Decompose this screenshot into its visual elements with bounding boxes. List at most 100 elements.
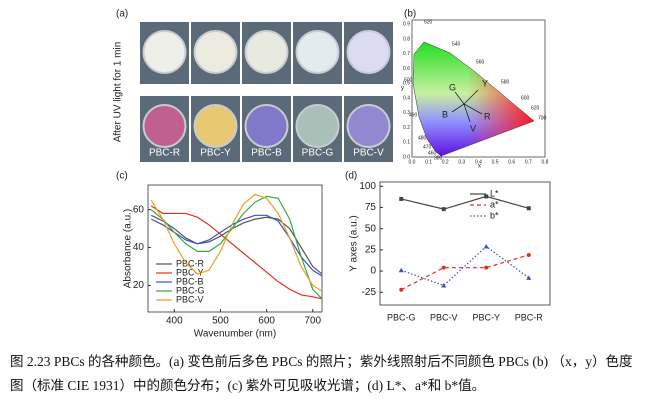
- wavelength-label: 460: [428, 150, 437, 156]
- legend-label: PBC-V: [176, 294, 204, 304]
- figure-caption: 图 2.23 PBCs 的各种颜色。(a) 变色前后多色 PBCs 的照片；紫外…: [10, 354, 633, 393]
- cie-point: Y: [482, 78, 488, 88]
- x-tick-label: 0.3: [458, 159, 465, 165]
- x-tick-label: 0.7: [525, 159, 532, 165]
- y-axis-label: Y axes (a.u.): [349, 215, 360, 272]
- x-tick-label: 0.6: [508, 159, 515, 165]
- series-line: [150, 205, 323, 300]
- series-line: [401, 195, 529, 210]
- series-line: [150, 195, 323, 300]
- x-tick-label: 400: [166, 316, 183, 327]
- y-tick-label: -25: [362, 287, 377, 298]
- y-tick-label: 0.0: [403, 154, 410, 160]
- wavelength-label: 500: [404, 77, 413, 83]
- y-tick-label: 0.6: [403, 66, 410, 72]
- x-tick-label: 700: [304, 316, 321, 327]
- y-tick-label: 0.5: [403, 81, 410, 87]
- panel-label: (b): [404, 9, 416, 20]
- wavelength-label: 620: [531, 105, 540, 111]
- data-point: [441, 265, 446, 270]
- figure: (a) (b) (c) (d) After UV light for 1 min…: [113, 9, 551, 340]
- legend-label: PBC-R: [176, 258, 205, 268]
- photo-sample: [346, 104, 391, 148]
- y-tick-label: 50: [365, 223, 377, 234]
- photo-sample: [244, 30, 289, 74]
- wavelength-label: 470: [423, 144, 432, 150]
- photo-sample: [193, 30, 238, 74]
- side-label: After UV light for 1 min: [113, 42, 124, 143]
- series-line: [401, 245, 530, 287]
- data-point: [398, 267, 404, 273]
- wavelength-label: 560: [476, 59, 485, 65]
- data-point: [484, 194, 489, 199]
- sample-label: PBC-Y: [200, 148, 231, 159]
- wavelength-label: 480: [418, 135, 427, 141]
- photo-sample: [142, 104, 187, 148]
- wavelength-label: 580: [501, 79, 510, 85]
- y-tick-label: 20: [133, 280, 145, 291]
- photo-sample: [193, 104, 238, 148]
- legend-label: b*: [490, 210, 499, 220]
- data-point: [399, 196, 404, 201]
- photo-sample: [244, 104, 289, 148]
- cie-diagram: G Y B V R x y 0.0 0.1 0.2 0.3 0.4 0.5 0.6 0.7 0.…: [401, 19, 549, 169]
- wavelength-label: 380: [434, 155, 443, 161]
- axis-label: x: [478, 164, 481, 170]
- data-point: [484, 265, 489, 270]
- cie-point: B: [442, 109, 448, 119]
- photo-grid: PBC-R PBC-Y PBC-B PBC-G PBC-V: [140, 22, 393, 162]
- data-point: [441, 282, 447, 288]
- cie-pointers: [451, 89, 483, 123]
- photo-sample: [142, 30, 187, 74]
- y-tick-label: 0.9: [403, 22, 410, 28]
- data-point: [441, 207, 446, 212]
- y-tick-label: 75: [365, 202, 377, 213]
- legend-label: PBC-G: [176, 285, 205, 295]
- y-tick-label: 0.2: [403, 125, 410, 131]
- series-line: [400, 254, 529, 291]
- cie-point: R: [484, 111, 491, 121]
- y-tick-label: 0.3: [403, 110, 410, 116]
- x-tick-label: 0.0: [409, 159, 416, 165]
- series-line: [150, 193, 323, 292]
- x-tick-label: 500: [212, 316, 229, 327]
- x-tick-label: 0.1: [425, 159, 432, 165]
- sample-label: PBC-R: [149, 148, 180, 159]
- x-tick-label: PBC-R: [515, 312, 544, 322]
- plot-frame: [147, 184, 323, 313]
- wavelength-label: 520: [424, 19, 433, 25]
- x-tick-label: PBC-Y: [472, 312, 500, 322]
- data-point: [526, 275, 532, 280]
- sample-label: PBC-V: [353, 148, 384, 159]
- wavelength-label: 490: [409, 112, 418, 118]
- panel-label: (a): [116, 9, 128, 20]
- data-point: [399, 287, 404, 292]
- y-tick-label: 0.8: [403, 36, 410, 42]
- x-tick-label: 0.4: [475, 159, 482, 165]
- x-axis-label: Wavenumber (nm): [194, 329, 276, 340]
- legend-label: PBC-Y: [176, 267, 204, 277]
- sample-label: PBC-B: [251, 148, 282, 159]
- y-axis-label: Absorbance (a.u.): [123, 209, 134, 289]
- photo-sample: [295, 30, 340, 74]
- wavelength-label: 540: [452, 41, 461, 47]
- data-point: [483, 243, 489, 249]
- legend-label: L*: [490, 188, 499, 198]
- panel-label: (d): [345, 171, 357, 182]
- wavelength-label: 600: [521, 95, 530, 101]
- y-tick-label: 0.1: [403, 140, 410, 146]
- photo-sample: [346, 30, 391, 74]
- sample-label: PBC-G: [302, 148, 334, 159]
- data-point: [526, 206, 531, 211]
- y-tick-label: 40: [133, 242, 145, 253]
- photo-sample: [295, 104, 340, 148]
- y-tick-label: 0.4: [403, 95, 410, 101]
- legend-label: a*: [490, 199, 499, 209]
- panel-label: (c): [116, 171, 128, 182]
- y-tick-label: 0.7: [403, 51, 410, 57]
- legend-label: PBC-B: [176, 276, 204, 286]
- data-point: [526, 252, 531, 257]
- x-tick-label: 0.2: [442, 159, 449, 165]
